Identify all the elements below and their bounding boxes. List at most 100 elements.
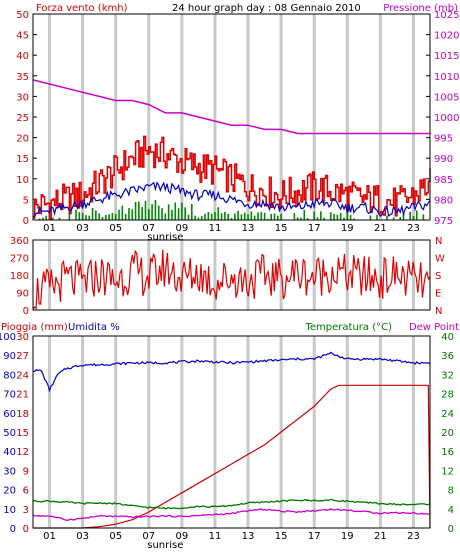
right-axis-label: Pressione (mb) — [383, 3, 458, 14]
x-tick-label: 05 — [109, 223, 122, 234]
x-tick-label: 11 — [209, 531, 222, 542]
x-tick-label: 01 — [43, 531, 56, 542]
x-tick-label: 23 — [407, 223, 420, 234]
temperature-tick-label: 32 — [441, 370, 454, 381]
temperature-tick-label: 4 — [448, 505, 454, 516]
right-tick-label: 1025 — [434, 10, 459, 21]
plot-area — [33, 336, 430, 528]
temperature-tick-label: 8 — [448, 486, 454, 497]
x-tick-label: 17 — [308, 531, 321, 542]
left-tick-label: 0 — [23, 306, 29, 317]
x-tick-label: 17 — [308, 223, 321, 234]
temperature-tick-label: 0 — [448, 524, 454, 535]
right-tick-label: 980 — [434, 195, 453, 206]
plot-frame — [32, 13, 431, 221]
left-tick-label: 180 — [10, 271, 29, 282]
left-axis-label: Forza vento (kmh) — [36, 3, 128, 14]
temperature-tick-label: 12 — [441, 466, 454, 477]
humidity-tick-label: 100 — [0, 332, 16, 343]
left-tick-label: 25 — [16, 113, 29, 124]
compass-label: E — [435, 289, 441, 300]
rain-line — [33, 384, 431, 529]
left-tick-label: 10 — [16, 175, 29, 186]
right-tick-label: 985 — [434, 175, 453, 186]
wind-gust-line — [33, 135, 431, 221]
rain-tick-label: 0 — [23, 524, 29, 535]
plot-frame — [32, 335, 431, 529]
temperature-tick-label: 36 — [441, 351, 454, 362]
x-tick-label: 13 — [242, 223, 255, 234]
rain-tick-label: 21 — [16, 390, 29, 401]
x-tick-label: 21 — [374, 531, 387, 542]
sunrise-label: sunrise — [147, 540, 183, 551]
x-tick-label: 15 — [275, 531, 288, 542]
temperature-tick-label: 28 — [441, 390, 454, 401]
rain-tick-label: 24 — [16, 370, 29, 381]
x-tick-label: 13 — [242, 531, 255, 542]
x-tick-label: 21 — [374, 223, 387, 234]
x-tick-label: 09 — [176, 531, 189, 542]
rain-humidity-temperature-panel: 01 03 05 07 09 11 13 15 17 19 21 230102030405060708… — [0, 322, 459, 551]
right-tick-label: 1010 — [434, 72, 459, 83]
temperature-tick-label: 24 — [441, 409, 454, 420]
rain-tick-label: 27 — [16, 351, 29, 362]
plot-frame — [32, 239, 431, 311]
left-tick-label: 360 — [10, 236, 29, 247]
chart-title: 24 hour graph day : 08 Gennaio 2010 — [172, 3, 361, 14]
rain-axis-label: Pioggia (mm) — [1, 322, 68, 333]
compass-label: S — [435, 271, 441, 282]
left-tick-label: 270 — [10, 254, 29, 265]
rain-tick-label: 3 — [23, 505, 29, 516]
compass-label: W — [435, 254, 445, 265]
right-tick-label: 1015 — [434, 51, 459, 62]
right-tick-label: 1020 — [434, 31, 459, 42]
rain-tick-label: 12 — [16, 447, 29, 458]
humidity-tick-label: 80 — [3, 370, 16, 381]
compass-label: N — [435, 236, 442, 247]
right-tick-label: 990 — [434, 154, 453, 165]
wind-average-line — [32, 181, 431, 218]
left-tick-label: 90 — [16, 289, 29, 300]
x-tick-label: 19 — [341, 531, 354, 542]
wind-direction-line — [32, 249, 431, 310]
left-tick-label: 50 — [16, 10, 29, 21]
rain-tick-label: 6 — [23, 486, 29, 497]
humidity-tick-label: 20 — [3, 486, 16, 497]
humidity-line — [32, 351, 431, 393]
x-tick-label: 09 — [176, 223, 189, 234]
humidity-tick-label: 70 — [3, 390, 16, 401]
x-tick-label: 15 — [275, 223, 288, 234]
temperature-line — [32, 498, 431, 510]
rain-tick-label: 18 — [16, 409, 29, 420]
humidity-tick-label: 50 — [3, 428, 16, 439]
left-tick-label: 35 — [16, 72, 29, 83]
humidity-tick-label: 90 — [3, 351, 16, 362]
humidity-tick-label: 40 — [3, 447, 16, 458]
rain-tick-label: 9 — [23, 466, 29, 477]
x-tick-label: 11 — [209, 223, 222, 234]
compass-label: N — [435, 306, 442, 317]
left-tick-label: 15 — [16, 154, 29, 165]
x-tick-label: 19 — [341, 223, 354, 234]
x-tick-label: 23 — [407, 531, 420, 542]
x-tick-label: 05 — [109, 531, 122, 542]
x-tick-label: 07 — [142, 531, 155, 542]
left-tick-label: 0 — [23, 216, 29, 227]
sunrise-label: sunrise — [147, 232, 183, 243]
right-tick-label: 975 — [434, 216, 453, 227]
humidity-tick-label: 30 — [3, 466, 16, 477]
rain-tick-label: 15 — [16, 428, 29, 439]
pressure-line — [32, 79, 430, 135]
left-tick-label: 30 — [16, 92, 29, 103]
left-tick-label: 20 — [16, 134, 29, 145]
temperature-tick-label: 40 — [441, 332, 454, 343]
right-tick-label: 1005 — [434, 92, 459, 103]
x-tick-label: 07 — [142, 223, 155, 234]
left-tick-label: 45 — [16, 31, 29, 42]
dew-point-line — [32, 508, 431, 521]
temperature-tick-label: 20 — [441, 428, 454, 439]
humidity-tick-label: 10 — [3, 505, 16, 516]
temperature-tick-label: 16 — [441, 447, 454, 458]
